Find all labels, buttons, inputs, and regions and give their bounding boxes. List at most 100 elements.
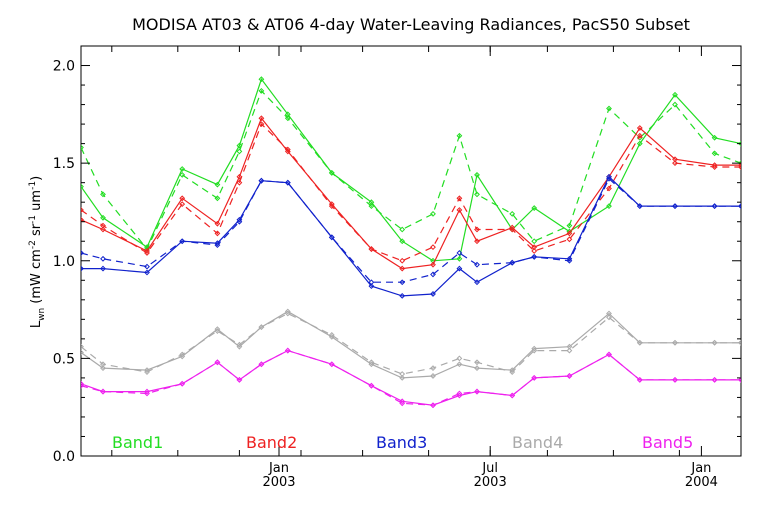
x-tick-year-label: 2003 (474, 475, 507, 490)
series-lines (81, 76, 741, 409)
data-point (368, 361, 375, 368)
data-point (738, 140, 741, 147)
legend-entry: Band2 (246, 433, 297, 452)
data-point (100, 361, 106, 368)
data-point (144, 369, 150, 375)
data-point (179, 380, 186, 387)
data-point (509, 226, 516, 233)
data-point (606, 310, 612, 317)
data-point (144, 367, 150, 374)
legend-entry: Band4 (512, 433, 563, 452)
series-band1-solid (81, 76, 741, 264)
data-point (328, 361, 335, 368)
data-point (368, 359, 375, 366)
data-point (711, 150, 718, 157)
y-axis-label-end: ) (29, 176, 44, 181)
data-point (368, 203, 375, 210)
y-axis: 0.0 0.5 1.0 1.5 2.0 (53, 59, 741, 465)
data-point (456, 195, 463, 202)
data-point (100, 265, 106, 272)
data-point (399, 257, 406, 264)
data-point (179, 238, 186, 245)
legend-entry: Band3 (376, 433, 427, 452)
data-point (474, 388, 480, 395)
data-point (606, 203, 612, 210)
series-line (81, 116, 741, 270)
data-point (284, 146, 291, 153)
data-point (100, 388, 106, 395)
data-point (399, 398, 406, 405)
data-point (214, 220, 221, 227)
data-point (474, 365, 480, 372)
data-point (81, 207, 84, 213)
data-point (284, 310, 291, 317)
data-point (81, 144, 84, 151)
series-line (81, 175, 741, 297)
data-point (531, 345, 538, 352)
data-point (430, 365, 436, 372)
data-point (328, 234, 335, 241)
series-band5-dashed (81, 347, 741, 409)
data-point (284, 111, 291, 118)
data-point (456, 250, 463, 256)
data-point (430, 291, 436, 297)
data-point (236, 218, 243, 225)
data-point (328, 332, 335, 338)
data-point (214, 242, 221, 249)
data-point (368, 199, 375, 206)
data-point (672, 101, 678, 108)
chart-title: MODISA AT03 & AT06 4-day Water-Leaving R… (132, 15, 690, 34)
data-point (258, 76, 265, 83)
data-point (81, 216, 84, 223)
series-line (81, 77, 741, 262)
data-point (711, 134, 718, 141)
data-point (636, 203, 643, 210)
data-point (100, 222, 106, 229)
y-axis-label: Lwn (mW cm-2 sr-1 um-1) (28, 176, 47, 328)
data-point (399, 374, 406, 381)
data-point (672, 156, 678, 163)
series-line (81, 123, 741, 262)
data-point (399, 226, 406, 233)
data-point (214, 181, 221, 188)
data-point (456, 255, 463, 262)
data-point (236, 343, 243, 350)
data-point (509, 392, 516, 399)
data-point (399, 279, 406, 286)
y-axis-label-main: L (29, 320, 44, 328)
data-point (100, 255, 106, 262)
data-point (236, 341, 243, 348)
data-point (711, 339, 718, 346)
data-point (738, 203, 741, 210)
data-point (258, 361, 265, 368)
data-point (430, 210, 436, 217)
data-point (474, 279, 480, 286)
plot-frame (80, 45, 742, 457)
data-point (81, 349, 84, 356)
data-point (179, 171, 186, 178)
data-point (531, 205, 538, 211)
data-point (258, 177, 265, 184)
y-tick-label: 0.5 (53, 351, 75, 367)
data-point (144, 269, 150, 276)
data-point (474, 359, 480, 366)
data-point (456, 361, 463, 368)
data-point (100, 214, 106, 221)
data-point (399, 400, 406, 407)
y-tick-label: 1.0 (53, 254, 75, 270)
y-axis-label-sup1: -2 (28, 240, 38, 249)
data-point (672, 203, 678, 210)
data-point (214, 195, 221, 202)
data-point (399, 265, 406, 272)
series-band4-solid (81, 308, 741, 381)
data-point (606, 105, 612, 112)
y-axis-label-sub: wn (37, 308, 47, 321)
data-point (474, 261, 480, 268)
data-point (258, 87, 265, 94)
y-axis-label-sup3: -1 (28, 181, 38, 190)
series-line (81, 310, 741, 379)
data-point (606, 351, 612, 358)
x-tick-month-label: Jan (268, 461, 289, 476)
